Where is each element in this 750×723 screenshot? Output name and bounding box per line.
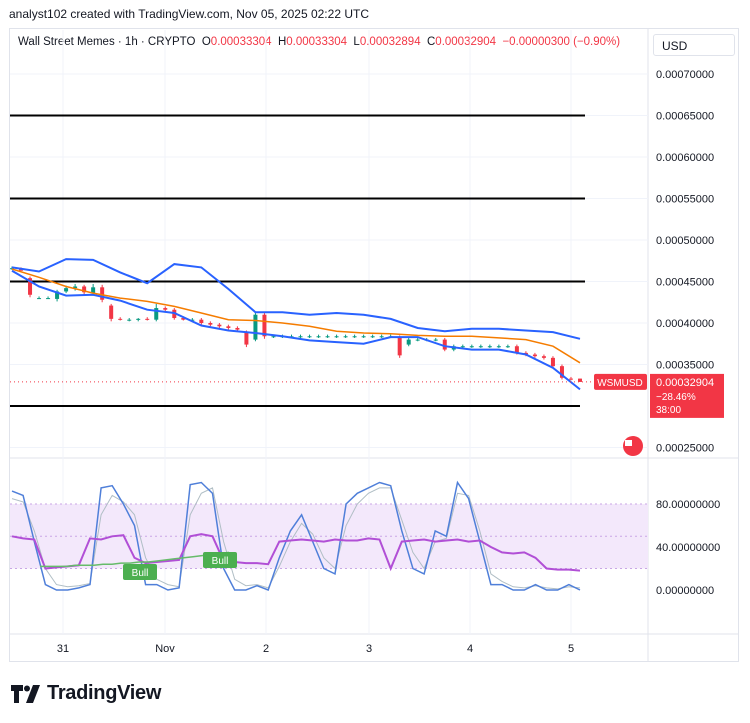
brand-logo: TradingView [11, 682, 161, 705]
low-value: 0.00032894 [359, 36, 421, 48]
high-label: H [277, 36, 287, 48]
close-value: 0.00032904 [435, 36, 497, 48]
currency-selector[interactable]: USD [653, 34, 735, 56]
high-value: 0.00033304 [286, 36, 348, 48]
open-label: O [201, 36, 211, 48]
open-value: 0.00033304 [210, 36, 272, 48]
close-label: C [426, 36, 436, 48]
creator-line: analyst102 created with TradingView.com,… [9, 7, 369, 21]
tradingview-logo-icon [11, 684, 40, 703]
chart-frame [9, 28, 739, 662]
symbol-legend: Wall Street Memes · 1h · CRYPTO O0.00033… [18, 36, 620, 48]
symbol-name: Wall Street Memes · 1h · CRYPTO [18, 36, 196, 48]
change-value: −0.00000300 (−0.90%) [502, 36, 621, 48]
low-label: L [353, 36, 360, 48]
brand-name: TradingView [47, 682, 162, 704]
